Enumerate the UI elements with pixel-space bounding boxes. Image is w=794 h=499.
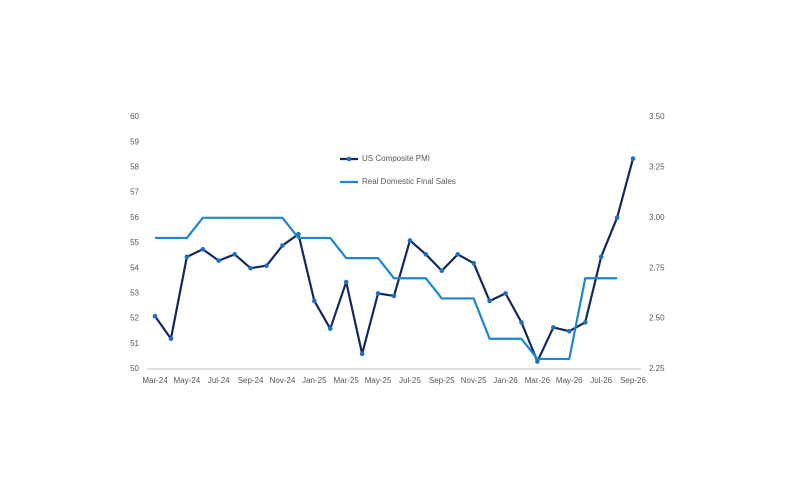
y-tick-label: 58	[130, 163, 139, 172]
x-tick-label: Jul-26	[590, 376, 612, 385]
series-marker	[487, 298, 492, 304]
x-tick-label: May-25	[365, 376, 392, 385]
y-tick-label: 54	[130, 263, 139, 272]
y-tick-label: 52	[130, 314, 139, 323]
y2-tick-label: 3.50	[649, 112, 665, 121]
y-tick-label: 55	[130, 238, 139, 247]
x-tick-label: Nov-25	[461, 376, 487, 385]
y2-tick-label: 2.50	[649, 314, 665, 323]
legend-label: US Composite PMI	[362, 154, 430, 163]
x-tick-label: May-26	[556, 376, 583, 385]
series-marker	[614, 215, 620, 221]
series-marker	[503, 291, 508, 296]
series-marker	[519, 320, 524, 325]
series-marker	[535, 359, 540, 364]
series-marker	[216, 258, 222, 263]
y-tick-label: 51	[130, 339, 139, 348]
x-tick-label: Mar-24	[142, 376, 168, 385]
x-tick-label: Sep-25	[429, 376, 455, 385]
y2-tick-label: 2.75	[649, 263, 665, 272]
legend-marker	[346, 156, 352, 162]
x-tick-label: Jul-25	[399, 376, 421, 385]
x-tick-label: Jul-24	[208, 376, 230, 385]
series-marker	[423, 252, 429, 257]
series-marker	[630, 156, 636, 161]
series-marker	[375, 291, 381, 296]
y2-tick-label: 3.25	[649, 163, 665, 172]
y-tick-label: 50	[130, 364, 139, 373]
series-marker	[471, 260, 476, 266]
series-marker	[200, 247, 206, 252]
series-marker	[566, 328, 572, 334]
x-tick-label: Mar-26	[525, 376, 551, 385]
series-marker	[551, 325, 556, 330]
series-marker	[248, 265, 253, 271]
x-tick-label: Mar-25	[334, 376, 360, 385]
series-marker	[184, 254, 190, 260]
x-tick-label: Jan-25	[302, 376, 327, 385]
series-marker	[152, 313, 158, 319]
x-tick-label: Sep-24	[238, 376, 264, 385]
series-marker	[598, 254, 604, 260]
y-tick-label: 57	[130, 188, 139, 197]
legend-label: Real Domestic Final Sales	[362, 177, 456, 186]
y-tick-label: 59	[130, 137, 139, 146]
series-marker	[280, 243, 285, 248]
series-line	[154, 158, 635, 363]
x-tick-label: Nov-24	[270, 376, 296, 385]
series-marker	[455, 252, 461, 257]
y2-tick-label: 2.25	[649, 364, 665, 373]
x-tick-label: Sep-26	[620, 376, 646, 385]
series-marker	[312, 298, 317, 304]
series-marker	[391, 293, 397, 299]
series-marker	[407, 238, 413, 243]
series-marker	[168, 336, 174, 342]
series-marker	[264, 263, 269, 268]
x-tick-label: Jan-26	[493, 376, 518, 385]
series-marker	[343, 279, 349, 285]
y-tick-label: 53	[130, 289, 139, 298]
series-line	[155, 216, 618, 361]
series-marker	[582, 320, 588, 325]
y2-tick-label: 3.00	[649, 213, 665, 222]
y-tick-label: 60	[130, 112, 139, 121]
series-marker	[327, 326, 333, 331]
y-tick-label: 56	[130, 213, 139, 222]
series-marker	[439, 268, 445, 274]
series-marker	[232, 252, 237, 257]
x-tick-label: May-24	[174, 376, 201, 385]
series-marker	[359, 351, 365, 357]
